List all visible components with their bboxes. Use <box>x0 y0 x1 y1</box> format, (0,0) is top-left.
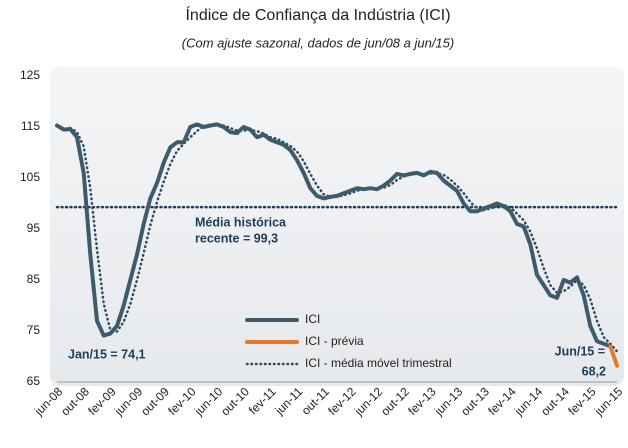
x-tick-label: fev-12 <box>325 384 359 418</box>
chart-subtitle: (Com ajuste sazonal, dados de jun/08 a j… <box>182 35 454 50</box>
x-tick-label: out-11 <box>299 384 333 418</box>
x-tick-label: out-08 <box>58 384 92 418</box>
x-tick-label: jun-13 <box>431 384 465 418</box>
x-tick-label: jun-11 <box>272 384 306 418</box>
x-tick-label: jun-15 <box>591 384 625 418</box>
series-line <box>55 122 613 349</box>
reference-label: Média histórica <box>195 215 287 229</box>
y-tick-label: 125 <box>20 68 40 82</box>
y-tick-label: 65 <box>27 374 41 388</box>
x-tick-label: fev-11 <box>246 384 279 417</box>
x-tick-label: jun-09 <box>111 384 145 418</box>
x-tick-label: jun-14 <box>511 384 545 418</box>
x-tick-label: out-12 <box>378 384 412 418</box>
annotation: Jan/15 = 74,1 <box>68 347 146 361</box>
annotation: Jun/15 = <box>555 344 605 358</box>
x-tick-label: out-14 <box>538 384 572 418</box>
y-tick-label: 75 <box>27 323 41 337</box>
x-tick-label: jun-08 <box>31 384 65 418</box>
x-tick-label: out-13 <box>458 384 492 418</box>
reference-label: recente = 99,3 <box>195 231 278 245</box>
x-tick-label: fev-09 <box>85 384 119 418</box>
legend-label: ICI - prévia <box>305 334 364 348</box>
y-tick-label: 85 <box>27 272 41 286</box>
x-tick-label: jun-10 <box>191 384 225 418</box>
annotation: 68,2 <box>582 364 606 378</box>
x-tick-label: fev-14 <box>485 384 519 418</box>
chart-title: Índice de Confiança da Indústria (ICI) <box>185 5 450 24</box>
plot-background <box>50 66 624 386</box>
y-tick-label: 95 <box>27 221 41 235</box>
x-tick-label: fev-13 <box>405 384 439 418</box>
series-line <box>608 344 619 368</box>
x-tick-label: fev-10 <box>165 384 199 418</box>
legend-label: ICI <box>305 312 320 326</box>
y-tick-label: 105 <box>20 170 40 184</box>
y-tick-label: 115 <box>21 119 40 133</box>
series-line <box>69 124 619 353</box>
x-tick-label: jun-12 <box>351 384 385 418</box>
x-tick-label: out-10 <box>218 384 252 418</box>
legend-label: ICI - média móvel trimestral <box>305 356 452 370</box>
x-tick-label: fev-15 <box>565 384 599 418</box>
x-tick-label: out-09 <box>138 384 172 418</box>
